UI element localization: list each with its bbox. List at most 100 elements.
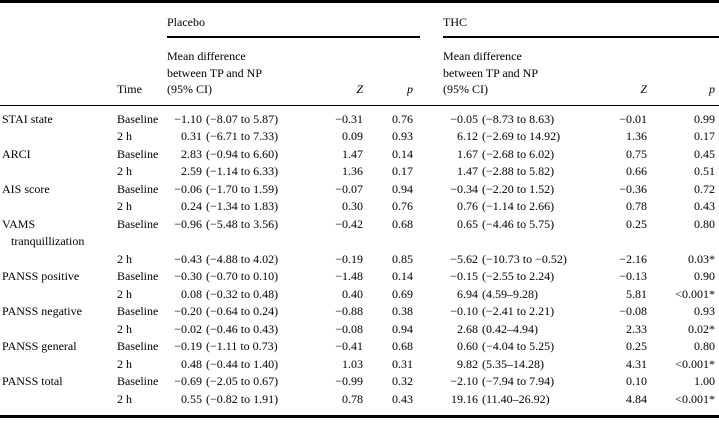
column-gap-cell — [420, 303, 443, 321]
time-column-header: Time — [117, 37, 167, 106]
measure-label: AIS score — [2, 181, 50, 196]
thc-estimate: 9.82 — [457, 356, 479, 371]
thc-ci: (−4.46 to 5.75) — [482, 216, 555, 231]
thc-p-cell: 0.80 — [694, 216, 716, 231]
placebo-p-cell: 0.14 — [392, 146, 414, 161]
measure-label: STAI state — [2, 111, 53, 126]
thc-estimate: −0.15 — [450, 269, 479, 283]
thc-z-cell: −0.01 — [619, 111, 648, 126]
row-time: 2 h — [117, 164, 132, 178]
thc-group-header: THC — [443, 1, 719, 38]
column-gap-cell — [420, 216, 443, 251]
row-label: PANSS positive — [0, 268, 117, 286]
thc-p-cell: 0.90 — [694, 269, 716, 283]
column-gap-cell — [420, 268, 443, 286]
thc-p-cell: 0.02* — [688, 321, 716, 336]
group-gap — [420, 2, 443, 38]
column-gap-cell — [420, 286, 443, 304]
table-row: 2 h 2.59 (−1.14 to 6.33) 1.36 0.17 1.47 (−… — [0, 163, 719, 181]
row-label — [0, 321, 117, 339]
thc-z-cell: 5.81 — [626, 286, 648, 301]
placebo-ci: (−0.44 to 1.40) — [206, 356, 279, 371]
placebo-z-cell: 0.78 — [342, 391, 363, 406]
table-row: 2 h 0.55 (−0.82 to 1.91) 0.78 0.43 19.16(… — [0, 391, 719, 417]
placebo-estimate: 0.24 — [181, 199, 202, 213]
column-gap-cell — [420, 128, 443, 146]
thc-ci: (0.42–4.94) — [482, 321, 539, 336]
thc-p-cell: 0.43 — [694, 199, 716, 213]
placebo-estimate: 0.31 — [181, 129, 202, 143]
thc-estimate: 1.47 — [457, 164, 479, 178]
table-row: PANSS general Baseline −0.19 (−1.11 to 0.… — [0, 338, 719, 356]
group-header-row: Placebo THC — [0, 1, 719, 38]
placebo-ci: (−2.05 to 0.67) — [206, 374, 279, 388]
thc-p-cell: 0.51 — [694, 164, 716, 178]
thc-mean-diff-cell: −0.34 (−2.20 to 1.52) — [443, 181, 598, 199]
placebo-p-cell: 0.17 — [392, 164, 414, 178]
table-row: PANSS positive Baseline −0.30 (−0.70 to 0… — [0, 268, 719, 286]
row-time: 2 h — [117, 321, 132, 336]
table-row: 2 h 0.08 (−0.32 to 0.48) 0.40 0.69 6.94 (4… — [0, 286, 719, 304]
table-row: 2 h −0.43 (−4.88 to 4.02) −0.19 0.85 −5.6… — [0, 251, 719, 269]
placebo-p-cell: 0.85 — [392, 251, 414, 266]
thc-z-cell: 4.31 — [626, 356, 648, 371]
placebo-mean-diff-cell: −0.43 (−4.88 to 4.02) — [167, 251, 332, 269]
placebo-ci: (−0.94 to 6.60) — [206, 146, 279, 161]
row-label: AIS score — [0, 181, 117, 199]
row-label — [0, 251, 117, 269]
column-gap-cell — [420, 163, 443, 181]
thc-ci: (−4.04 to 5.25) — [482, 339, 555, 353]
placebo-ci: (−0.32 to 0.48) — [206, 286, 279, 301]
row-time: Baseline — [117, 269, 159, 283]
thc-ci: (−2.69 to 14.92) — [482, 129, 561, 143]
placebo-ci: (−1.70 to 1.59) — [206, 181, 279, 196]
thc-ci: (5.35–14.28) — [482, 356, 545, 371]
placebo-z-cell: 0.30 — [342, 199, 363, 213]
placebo-estimate: 0.55 — [181, 391, 202, 406]
thc-z-cell: 0.78 — [626, 199, 648, 213]
thc-ci: (−10.73 to −0.52) — [482, 251, 567, 266]
column-gap-cell — [420, 146, 443, 164]
thc-estimate: 6.94 — [457, 286, 479, 301]
placebo-z-header: Z — [332, 37, 374, 106]
thc-ci: (−2.68 to 6.02) — [482, 146, 555, 161]
thc-estimate: −0.05 — [450, 111, 479, 126]
row-time: Baseline — [117, 304, 159, 318]
table-row: PANSS negative Baseline −0.20 (−0.64 to 0… — [0, 303, 719, 321]
table-row: VAMS tranquillization Baseline −0.96 (−5.4… — [0, 216, 719, 251]
placebo-ci: (−0.70 to 0.10) — [206, 269, 279, 283]
placebo-estimate: −0.02 — [174, 321, 202, 336]
placebo-mean-diff-header: Mean difference between TP and NP (95% C… — [167, 37, 332, 106]
row-time: Baseline — [117, 181, 159, 196]
placebo-mean-diff-cell: −0.06 (−1.70 to 1.59) — [167, 181, 332, 199]
thc-ci: (4.59–9.28) — [482, 286, 539, 301]
row-label — [0, 391, 117, 417]
table-row: 2 h 0.31 (−6.71 to 7.33) 0.09 0.93 6.12 (−… — [0, 128, 719, 146]
placebo-estimate: −1.10 — [174, 111, 202, 126]
thc-ci: (−2.88 to 5.82) — [482, 164, 555, 178]
row-label — [0, 128, 117, 146]
placebo-estimate: 2.59 — [181, 164, 202, 178]
thc-p-cell: 0.93 — [694, 304, 716, 318]
column-gap-cell — [420, 181, 443, 199]
thc-mean-diff-cell: 2.68 (0.42–4.94) — [443, 321, 598, 339]
placebo-z-cell: 0.09 — [342, 129, 363, 143]
placebo-estimate: 0.08 — [181, 286, 202, 301]
group-spacer-time — [117, 2, 167, 38]
thc-p-header: p — [650, 37, 719, 106]
placebo-estimate: −0.96 — [174, 216, 202, 231]
thc-estimate: 1.67 — [457, 146, 479, 161]
column-gap-cell — [420, 198, 443, 216]
header-gap — [420, 37, 444, 106]
thc-mean-diff-header: Mean difference between TP and NP (95% C… — [443, 37, 599, 106]
placebo-z-cell: −1.48 — [335, 269, 363, 283]
placebo-z-cell: −0.31 — [335, 111, 363, 126]
placebo-z-cell: −0.99 — [335, 374, 363, 388]
table-row: ARCI Baseline 2.83 (−0.94 to 6.60) 1.47 0… — [0, 146, 719, 164]
row-label: PANSS general — [0, 338, 117, 356]
placebo-ci: (−6.71 to 7.33) — [206, 129, 279, 143]
thc-mean-diff-cell: 6.12 (−2.69 to 14.92) — [443, 128, 598, 146]
thc-estimate: 6.12 — [457, 129, 479, 143]
placebo-p-cell: 0.94 — [392, 321, 414, 336]
